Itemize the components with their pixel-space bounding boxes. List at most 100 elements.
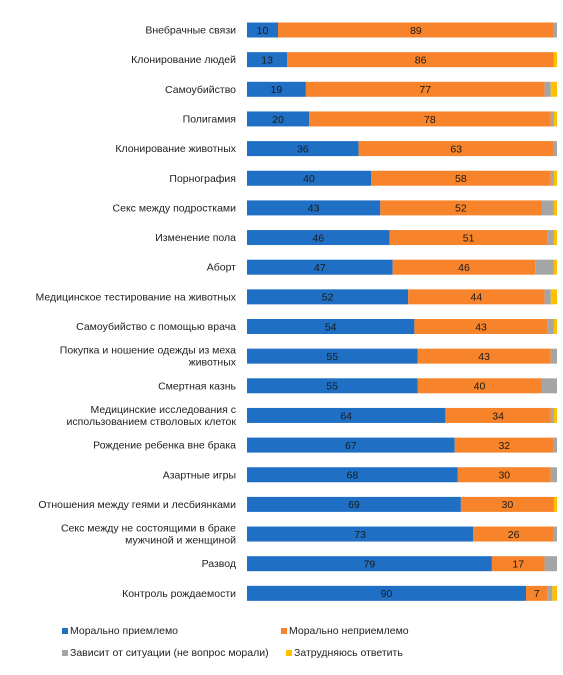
bar-segment-unacceptable — [371, 170, 551, 186]
data-label: 17 — [512, 559, 524, 571]
bar-segment-acceptable — [247, 141, 359, 157]
data-label: 46 — [458, 262, 470, 274]
data-label: 51 — [463, 232, 475, 244]
bar-segment-unacceptable — [389, 230, 548, 246]
bar-segment-depends — [544, 556, 557, 572]
bar-segment-acceptable — [247, 378, 418, 394]
category-label: Секс между не состоящими в браке мужчиной… — [61, 523, 236, 547]
bar-segment-acceptable — [247, 556, 492, 572]
data-label: 54 — [325, 321, 337, 333]
bar-segment-acceptable — [247, 111, 309, 127]
bar-segment-depends — [550, 407, 554, 423]
bar-segment-undecided — [553, 200, 557, 216]
bar-segment-acceptable — [247, 200, 381, 216]
data-label: 40 — [303, 173, 315, 185]
bar-segment-depends — [535, 259, 554, 275]
bar-segment-depends — [544, 289, 551, 305]
data-label: 67 — [345, 440, 357, 452]
category-label: Изменение пола — [155, 232, 236, 244]
category-label: Самоубийство — [165, 84, 236, 96]
data-label: 78 — [424, 114, 436, 126]
data-label: 86 — [415, 54, 427, 66]
bar-segment-acceptable — [247, 407, 446, 423]
category-label: Рождение ребенка вне брака — [93, 440, 236, 452]
data-label: 40 — [474, 381, 486, 393]
bar-segment-acceptable — [247, 22, 278, 38]
bar-segment-unacceptable — [358, 141, 554, 157]
legend-label-unacceptable: Морально неприемлемо — [289, 625, 409, 637]
data-label: 47 — [314, 262, 326, 274]
data-label: 73 — [354, 529, 366, 541]
bar-segment-acceptable — [247, 230, 390, 246]
bar-segment-depends — [547, 585, 553, 601]
bar-segment-acceptable — [247, 348, 418, 364]
data-label: 30 — [498, 470, 510, 482]
bar-segment-unacceptable — [473, 526, 554, 542]
category-label: Контроль рождаемости — [122, 588, 236, 600]
data-label: 13 — [261, 54, 273, 66]
bar-segment-depends — [553, 526, 557, 542]
bar-segment-unacceptable — [392, 259, 536, 275]
bar-segment-depends — [544, 81, 551, 97]
category-label: Покупка и ношение одежды из меха животных — [60, 345, 237, 369]
bar-segment-undecided — [550, 289, 557, 305]
data-label: 26 — [508, 529, 520, 541]
bar-segment-depends — [550, 111, 554, 127]
legend-label-depends: Зависит от ситуации (не вопрос морали) — [70, 647, 269, 659]
bar-segment-unacceptable — [287, 52, 554, 68]
data-label: 20 — [272, 114, 284, 126]
data-label: 7 — [534, 588, 540, 600]
data-label: 44 — [471, 292, 483, 304]
bar-segment-acceptable — [247, 467, 458, 483]
data-label: 36 — [297, 143, 309, 155]
data-label: 10 — [257, 25, 269, 37]
data-label: 19 — [271, 84, 283, 96]
bar-segment-acceptable — [247, 496, 461, 512]
bar-segment-undecided — [553, 230, 557, 246]
bar-segment-unacceptable — [526, 585, 548, 601]
legend-swatch-undecided — [286, 650, 292, 656]
category-label: Клонирование животных — [115, 143, 236, 155]
data-label: 68 — [347, 470, 359, 482]
bar-segment-acceptable — [247, 259, 393, 275]
category-label: Полигамия — [183, 113, 236, 125]
bar-segment-depends — [553, 22, 557, 38]
data-label: 58 — [455, 173, 467, 185]
data-label: 43 — [308, 203, 320, 215]
legend-label-acceptable: Морально приемлемо — [70, 625, 178, 637]
data-label: 69 — [348, 499, 360, 511]
bar-segment-acceptable — [247, 289, 409, 305]
data-label: 64 — [340, 410, 352, 422]
data-label: 34 — [492, 410, 504, 422]
category-label: Самоубийство с помощью врача — [76, 321, 236, 333]
data-label: 46 — [312, 232, 324, 244]
bar-segment-undecided — [553, 319, 557, 334]
data-label: 77 — [419, 84, 431, 96]
bar-segment-depends — [553, 437, 557, 453]
data-label: 63 — [450, 143, 462, 155]
data-label: 52 — [322, 292, 334, 304]
data-label: 32 — [498, 440, 510, 452]
bar-segment-depends — [550, 467, 557, 483]
category-label: Развод — [202, 558, 236, 570]
legend-swatch-acceptable — [62, 628, 68, 634]
legend-swatch-unacceptable — [281, 628, 287, 634]
bar-segment-unacceptable — [417, 378, 542, 394]
bar-segment-depends — [550, 170, 554, 186]
bar-segment-acceptable — [247, 52, 288, 68]
data-label: 43 — [478, 351, 490, 363]
bar-segment-acceptable — [247, 585, 526, 601]
data-label: 90 — [381, 588, 393, 600]
category-label: Смертная казнь — [158, 380, 236, 392]
bar-segment-undecided — [553, 52, 557, 68]
bar-segment-undecided — [553, 170, 557, 186]
bar-segment-unacceptable — [408, 289, 545, 305]
bar-segment-undecided — [550, 81, 557, 97]
bar-segment-unacceptable — [414, 319, 548, 334]
category-label: Секс между подростками — [113, 202, 237, 214]
bar-segment-depends — [547, 319, 554, 334]
data-label: 89 — [410, 25, 422, 37]
bar-segment-acceptable — [247, 170, 371, 186]
category-label: Отношения между геями и лесбиянками — [38, 499, 236, 511]
